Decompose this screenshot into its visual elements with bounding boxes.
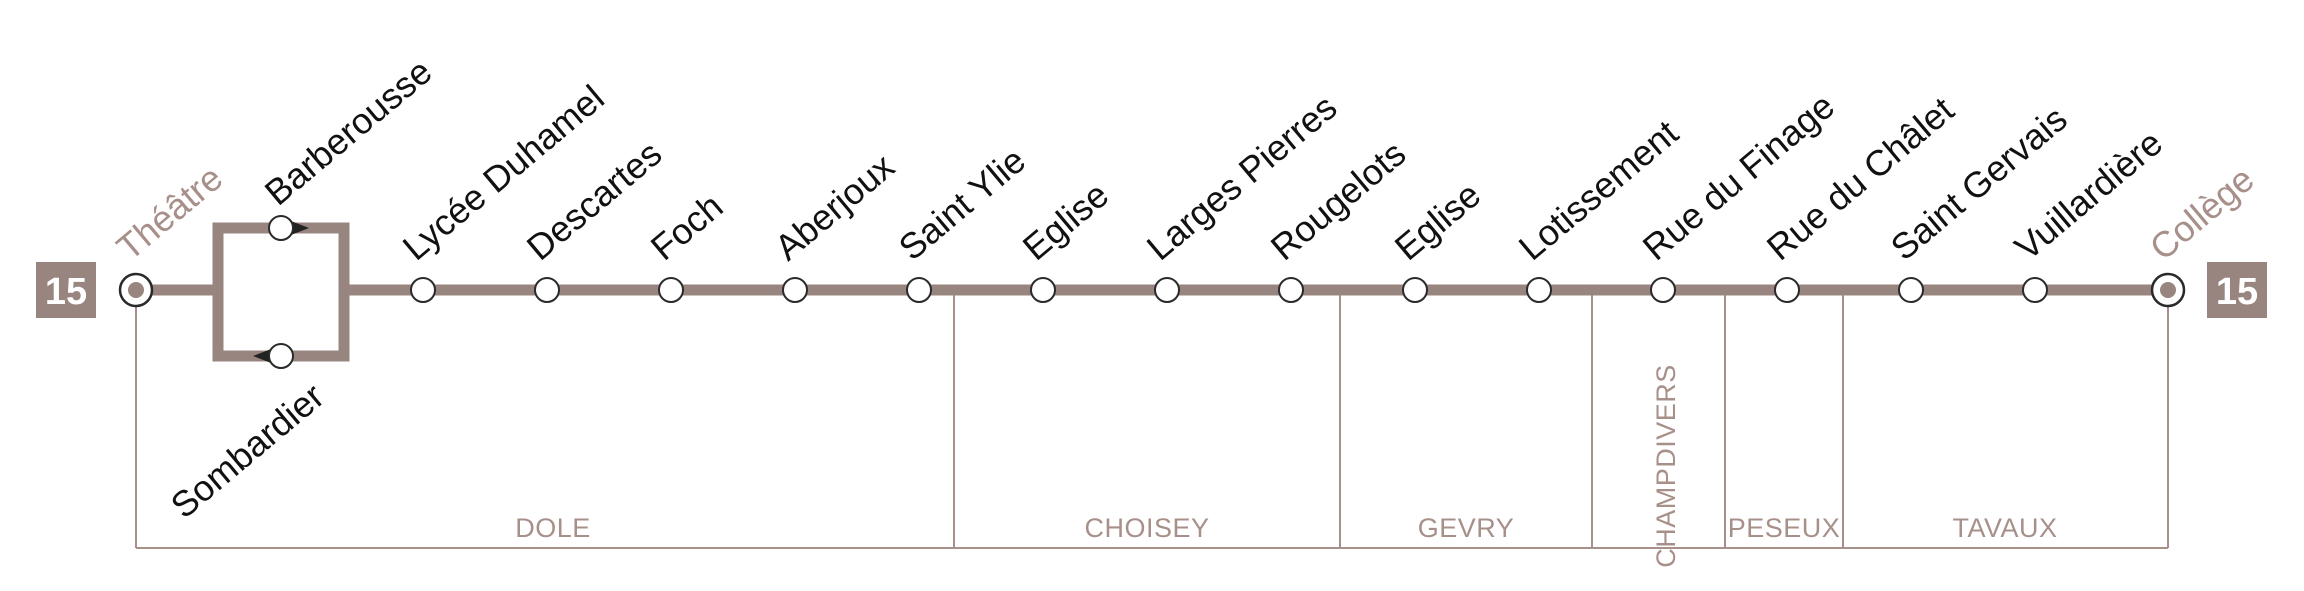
stop-marker[interactable]	[1774, 277, 1800, 303]
stop-label[interactable]: Saint Ylie	[891, 139, 1033, 268]
stop-label-barberousse[interactable]: Barberousse	[257, 51, 440, 214]
stop-marker-sombardier[interactable]	[268, 343, 294, 369]
route-loop	[212, 222, 350, 362]
stop-marker[interactable]	[1030, 277, 1056, 303]
stop-marker[interactable]	[1526, 277, 1552, 303]
stop-label[interactable]: Aberjoux	[767, 145, 902, 268]
stop-marker[interactable]	[1402, 277, 1428, 303]
commune-label-peseux: PESEUX	[1728, 513, 1841, 543]
stop-marker[interactable]	[1650, 277, 1676, 303]
stop-label-sombardier[interactable]: Sombardier	[163, 375, 332, 526]
line-badge-end	[2207, 262, 2267, 318]
line-badge-start-number: 15	[45, 271, 87, 313]
loop-direction-arrows	[253, 221, 309, 363]
stop-marker[interactable]	[1278, 277, 1304, 303]
terminus-label-start[interactable]: Théâtre	[109, 157, 230, 268]
terminus-label-end[interactable]: Collège	[2142, 158, 2262, 268]
stop-marker[interactable]	[410, 277, 436, 303]
terminus-marker-end-dot	[2160, 282, 2176, 298]
stop-label[interactable]: Eglise	[1387, 174, 1488, 268]
commune-label-gevry: GEVRY	[1418, 513, 1515, 543]
stop-marker[interactable]	[534, 277, 560, 303]
stop-label[interactable]: Foch	[643, 185, 731, 268]
stop-marker[interactable]	[1154, 277, 1180, 303]
line-badge-start	[36, 262, 96, 318]
stop-marker[interactable]	[1898, 277, 1924, 303]
commune-label-champdivers: CHAMPDIVERS	[1651, 364, 1681, 568]
terminus-marker-start-dot	[128, 282, 144, 298]
stop-marker[interactable]	[2022, 277, 2048, 303]
commune-label-choisey: CHOISEY	[1084, 513, 1209, 543]
stop-label[interactable]: Eglise	[1015, 174, 1116, 268]
line-badge-end-number: 15	[2216, 271, 2258, 313]
commune-zones	[135, 290, 2169, 549]
commune-label-dole: DOLE	[515, 513, 591, 543]
line-badges: 15 15	[36, 262, 2267, 318]
stop-marker[interactable]	[906, 277, 932, 303]
stop-marker[interactable]	[658, 277, 684, 303]
commune-labels: DOLE CHOISEY GEVRY CHAMPDIVERS PESEUX TA…	[515, 364, 2057, 568]
arrow-left-icon	[253, 349, 271, 363]
arrow-right-icon	[291, 221, 309, 235]
stop-marker-barberousse[interactable]	[268, 215, 294, 241]
commune-label-tavaux: TAVAUX	[1952, 513, 2057, 543]
stop-marker[interactable]	[782, 277, 808, 303]
